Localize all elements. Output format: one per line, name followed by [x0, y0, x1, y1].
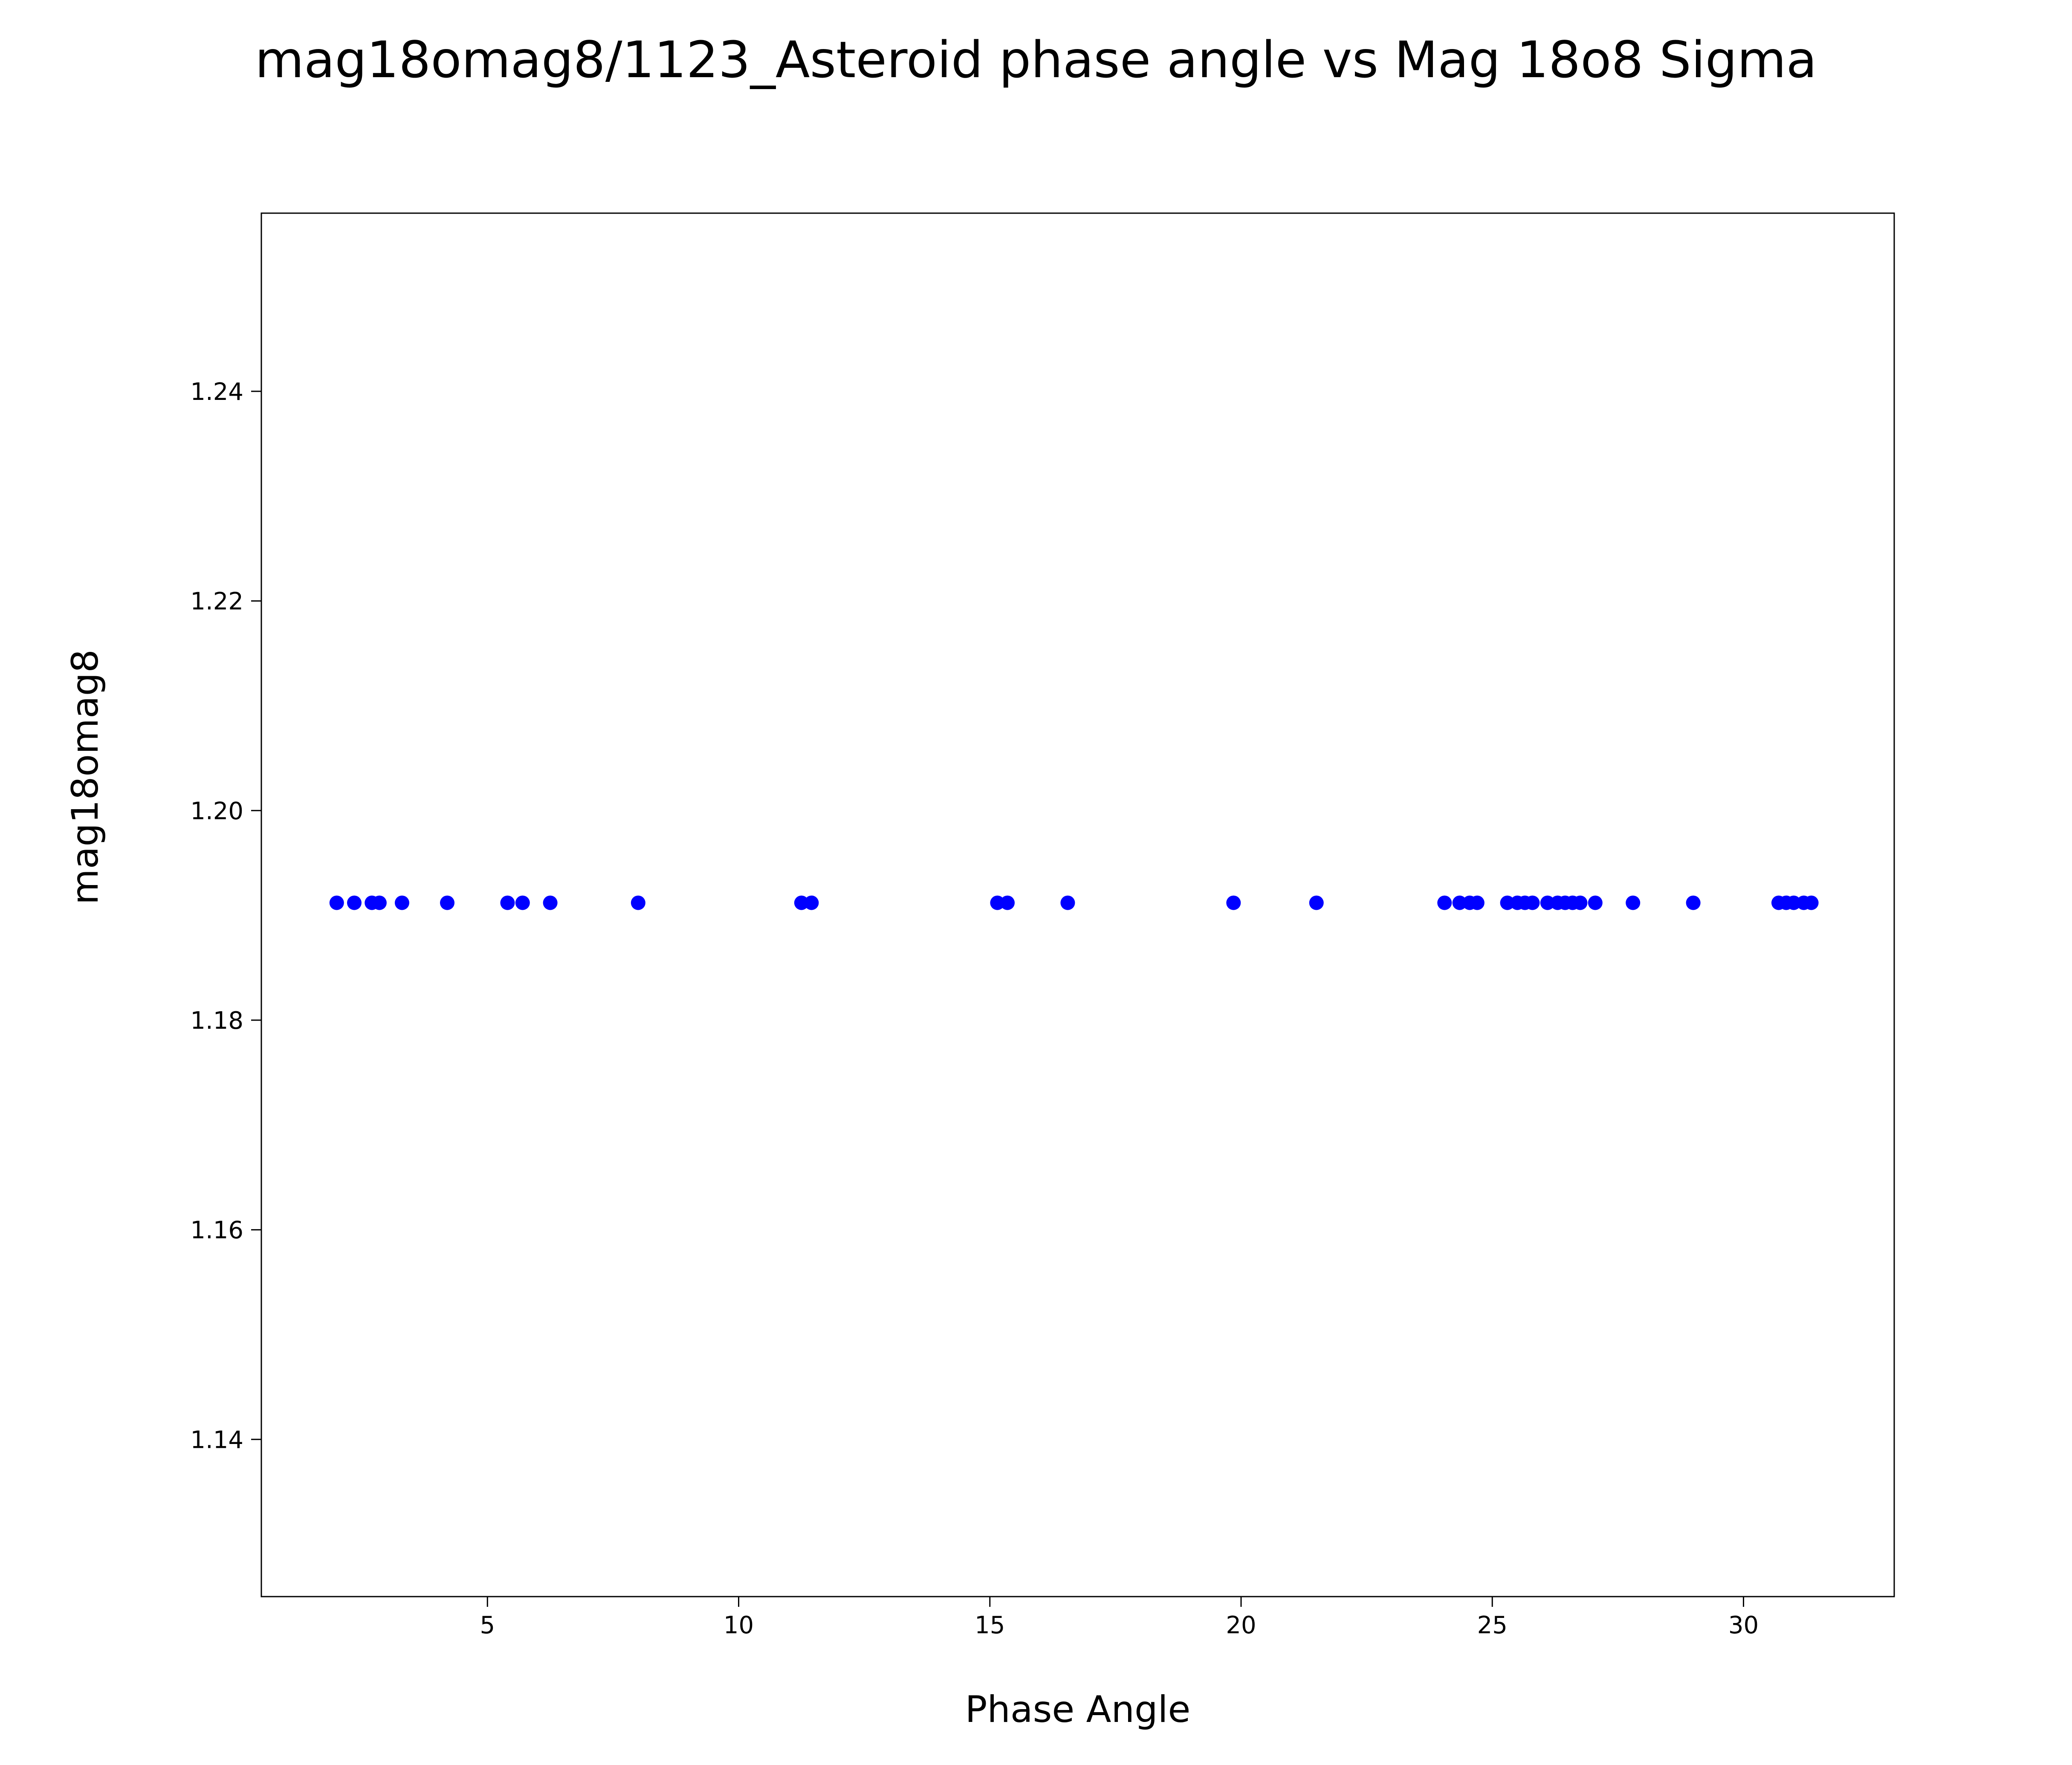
data-point	[1573, 895, 1588, 910]
x-tick-label: 20	[1226, 1612, 1256, 1639]
x-tick-label: 15	[975, 1612, 1005, 1639]
data-point	[1309, 895, 1324, 910]
y-tick-label: 1.16	[190, 1217, 243, 1244]
y-tick-label: 1.18	[190, 1007, 243, 1035]
plot-border	[260, 212, 1895, 1597]
data-point	[631, 895, 645, 910]
data-point	[804, 895, 819, 910]
y-tick-label: 1.22	[190, 588, 243, 616]
chart-title: mag18omag8/1123_Asteroid phase angle vs …	[255, 30, 1817, 89]
data-point	[1470, 895, 1485, 910]
x-tick-label: 10	[723, 1612, 754, 1639]
data-point	[1226, 895, 1241, 910]
data-point	[794, 895, 809, 910]
data-point	[1686, 895, 1701, 910]
data-point	[394, 895, 409, 910]
data-point	[1060, 895, 1075, 910]
data-point	[347, 895, 362, 910]
plot-svg: 5 10 15 20 25 30 1.14 1.16 1.18 1.20 1.22 1.24	[190, 212, 1895, 1639]
y-tick-label: 1.20	[190, 797, 243, 825]
data-point	[1540, 895, 1555, 910]
data-point	[515, 895, 530, 910]
y-tick-label: 1.14	[190, 1426, 243, 1454]
x-tick-label: 30	[1728, 1612, 1759, 1639]
plot-area: 5 10 15 20 25 30 1.14 1.16 1.18 1.20 1.22 1.24	[190, 212, 1895, 1639]
data-point	[440, 895, 455, 910]
data-point	[1525, 895, 1540, 910]
x-tick-label: 25	[1477, 1612, 1508, 1639]
y-tick-label: 1.24	[190, 378, 243, 406]
x-axis-label: Phase Angle	[965, 1688, 1191, 1731]
data-point	[329, 895, 344, 910]
data-point	[1626, 895, 1641, 910]
data-point	[500, 895, 515, 910]
data-point	[1786, 895, 1801, 910]
data-point	[1000, 895, 1015, 910]
data-point	[1804, 895, 1819, 910]
data-point	[372, 895, 387, 910]
data-point	[1588, 895, 1603, 910]
data-point	[543, 895, 558, 910]
x-tick-label: 5	[480, 1612, 495, 1639]
data-point	[1452, 895, 1467, 910]
data-point	[1500, 895, 1515, 910]
data-point	[990, 895, 1005, 910]
data-point	[1437, 895, 1452, 910]
